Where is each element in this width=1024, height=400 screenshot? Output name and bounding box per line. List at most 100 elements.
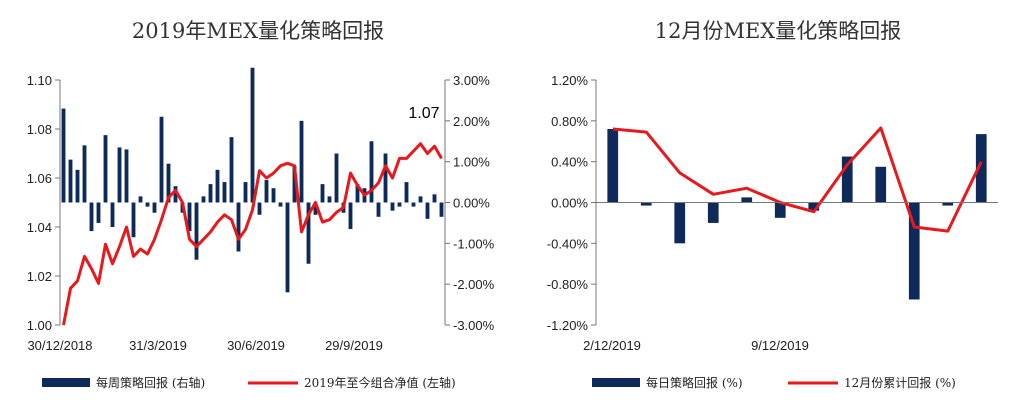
left-y-tick-label: 1.10 bbox=[27, 73, 52, 88]
daily-return-bar bbox=[741, 197, 753, 203]
weekly-return-bar bbox=[397, 202, 402, 207]
legend-weekly-bar-label: 每周策略回报 (右轴) bbox=[96, 375, 205, 390]
weekly-return-bar bbox=[194, 202, 199, 260]
weekly-return-bar bbox=[271, 188, 276, 203]
x-tick-label: 30/12/2018 bbox=[27, 338, 92, 353]
weekly-return-bar bbox=[117, 147, 122, 203]
weekly-return-bar bbox=[96, 202, 101, 223]
weekly-return-bar bbox=[208, 184, 213, 203]
right-y-tick-label: 2.00% bbox=[453, 114, 490, 129]
weekly-return-bar bbox=[201, 196, 206, 203]
left-y-tick-label: 1.00 bbox=[27, 318, 52, 333]
weekly-return-bar bbox=[159, 116, 164, 203]
daily-return-bar bbox=[908, 202, 920, 300]
december-y-tick-label: -0.40% bbox=[547, 236, 589, 251]
daily-return-bar bbox=[640, 202, 652, 206]
weekly-return-bar bbox=[278, 202, 283, 207]
december-legend: 每日策略回报 (%) 12月份累计回报 (%) bbox=[592, 375, 956, 390]
x-tick-label: 30/6/2019 bbox=[227, 338, 285, 353]
legend-nav-line-label: 2019年至今组合净值 (左轴) bbox=[304, 375, 456, 390]
left-y-tick-label: 1.08 bbox=[27, 122, 52, 137]
weekly-return-bar bbox=[299, 120, 304, 203]
weekly-return-bar bbox=[425, 202, 430, 219]
weekly-return-bar bbox=[229, 137, 234, 203]
weekly-return-bar bbox=[243, 182, 248, 203]
december-x-tick-label: 9/12/2019 bbox=[751, 338, 809, 353]
weekly-return-bar bbox=[89, 202, 94, 232]
legend-cumulative-line-label: 12月份累计回报 (%) bbox=[844, 375, 956, 390]
weekly-chart-title: 2019年MEX量化策略回报 bbox=[132, 19, 384, 43]
weekly-return-bar bbox=[418, 196, 423, 203]
daily-return-bar bbox=[607, 129, 619, 203]
weekly-return-bar bbox=[348, 202, 353, 230]
daily-return-bar bbox=[774, 202, 786, 218]
weekly-return-bar bbox=[257, 202, 262, 215]
right-y-tick-label: 3.00% bbox=[453, 73, 490, 88]
weekly-return-bar bbox=[390, 202, 395, 211]
weekly-return-bar bbox=[138, 196, 143, 203]
weekly-return-bar bbox=[439, 202, 444, 217]
x-tick-label: 29/9/2019 bbox=[325, 338, 383, 353]
december-cumulative-line bbox=[612, 126, 983, 233]
december-chart: 12月份MEX量化策略回报 1.20% 0.80% 0.40% 0.00% -0.40%… bbox=[547, 19, 998, 390]
weekly-return-bar bbox=[215, 169, 220, 203]
weekly-return-bar bbox=[187, 202, 192, 232]
right-y-tick-label: -3.00% bbox=[453, 318, 495, 333]
weekly-return-bar bbox=[313, 202, 318, 215]
december-y-tick-label: -1.20% bbox=[547, 318, 589, 333]
december-chart-title: 12月份MEX量化策略回报 bbox=[655, 19, 902, 43]
weekly-return-bar bbox=[264, 180, 269, 203]
right-y-tick-label: -2.00% bbox=[453, 277, 495, 292]
weekly-return-bar bbox=[327, 196, 332, 203]
weekly-return-bar bbox=[355, 184, 360, 203]
daily-return-bar bbox=[875, 166, 887, 203]
weekly-return-bar bbox=[173, 186, 178, 203]
weekly-return-bar bbox=[124, 149, 129, 203]
legend-daily-bar-label: 每日策略回报 (%) bbox=[646, 375, 743, 390]
left-y-tick-label: 1.04 bbox=[27, 220, 52, 235]
left-y-tick-label: 1.06 bbox=[27, 171, 52, 186]
weekly-return-bar bbox=[292, 165, 297, 203]
weekly-return-bar bbox=[75, 169, 80, 203]
weekly-return-bar bbox=[61, 108, 66, 203]
nav-annotation: 1.07 bbox=[408, 105, 439, 122]
weekly-return-bar bbox=[68, 159, 73, 203]
weekly-return-bar bbox=[166, 163, 171, 203]
right-y-tick-label: 1.00% bbox=[453, 155, 490, 170]
weekly-return-bar bbox=[131, 202, 136, 238]
right-y-tick-label: -1.00% bbox=[453, 236, 495, 251]
weekly-return-bar bbox=[236, 202, 241, 252]
weekly-return-bar bbox=[82, 145, 87, 203]
legend-weekly-bar-swatch bbox=[42, 378, 90, 387]
weekly-return-bar bbox=[285, 202, 290, 293]
daily-return-bar bbox=[707, 202, 719, 223]
weekly-return-bar bbox=[250, 67, 255, 203]
daily-return-bar bbox=[841, 156, 853, 203]
weekly-return-bar bbox=[222, 182, 227, 203]
weekly-return-bar bbox=[369, 141, 374, 203]
x-tick-label: 31/3/2019 bbox=[129, 338, 187, 353]
daily-return-bar bbox=[808, 202, 820, 211]
december-y-tick-label: 0.00% bbox=[551, 196, 588, 211]
december-x-tick-label: 2/12/2019 bbox=[583, 338, 641, 353]
weekly-return-bar bbox=[103, 135, 108, 203]
weekly-return-bar bbox=[145, 202, 150, 207]
december-y-tick-label: 0.80% bbox=[551, 114, 588, 129]
weekly-return-bar bbox=[334, 153, 339, 203]
weekly-return-bar bbox=[320, 184, 325, 203]
december-y-tick-label: 0.40% bbox=[551, 155, 588, 170]
weekly-return-bar bbox=[411, 202, 416, 207]
weekly-return-bar bbox=[306, 202, 311, 264]
weekly-return-bar bbox=[432, 194, 437, 203]
weekly-return-bar bbox=[404, 182, 409, 203]
weekly-nav-line bbox=[62, 142, 443, 326]
legend-daily-bar-swatch bbox=[592, 378, 640, 387]
weekly-return-bar bbox=[110, 202, 115, 227]
weekly-return-bar bbox=[383, 153, 388, 203]
left-y-tick-label: 1.02 bbox=[27, 269, 52, 284]
weekly-return-bar bbox=[376, 202, 381, 217]
weekly-return-bar bbox=[152, 202, 157, 213]
december-y-tick-label: 1.20% bbox=[551, 73, 588, 88]
right-y-tick-label: 0.00% bbox=[453, 196, 490, 211]
